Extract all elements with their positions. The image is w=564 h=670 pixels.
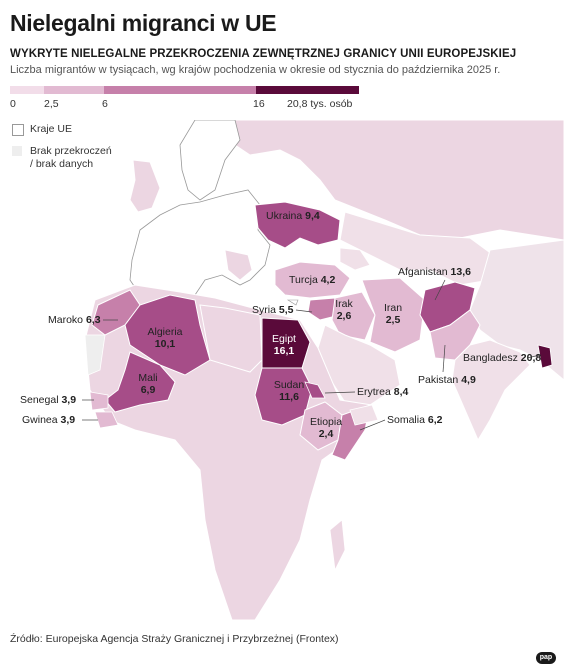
- turkey: [274, 261, 351, 299]
- scale-tick-4: 20,8 tys. osób: [287, 98, 353, 110]
- nodata-madagascar: [329, 519, 346, 572]
- label-sudan: Sudan 11,6: [273, 379, 305, 403]
- label-syria: Syria 5,5: [252, 304, 294, 316]
- page-subtitle: WYKRYTE NIELEGALNE PRZEKROCZENIA ZEWNĘTR…: [10, 48, 517, 60]
- label-irak: Irak 2,6: [335, 298, 353, 322]
- scale-segment-1: [10, 86, 44, 94]
- scale-tick-3: 16: [253, 98, 265, 110]
- legend-nodata-swatch: [12, 146, 22, 156]
- label-ukraina: Ukraina 9,4: [266, 210, 320, 222]
- senegal: [89, 391, 109, 411]
- cyprus: [286, 299, 299, 306]
- bangladesh: [537, 344, 553, 369]
- label-pakistan: Pakistan 4,9: [418, 374, 476, 386]
- iran: [361, 277, 426, 353]
- russia-region: [199, 120, 564, 241]
- scale-tick-1: 2,5: [44, 98, 59, 110]
- page-title: Nielegalni migranci w UE: [10, 10, 277, 36]
- label-gwinea: Gwinea 3,9: [22, 414, 76, 426]
- label-etiopia: Etiopia 2,4: [309, 416, 343, 440]
- scandinavia: [179, 120, 241, 201]
- scale-tick-0: 0: [10, 98, 16, 110]
- label-bangladesz: Bangladesz 20,8: [463, 352, 542, 364]
- caucasus: [339, 247, 371, 271]
- label-egipt: Egipt 16,1: [272, 333, 296, 357]
- label-senegal: Senegal 3,9: [20, 394, 77, 406]
- sudan: [254, 367, 313, 426]
- label-erytrea: Erytrea 8,4: [357, 386, 409, 398]
- nodata-western-sahara: [84, 334, 106, 376]
- label-afganistan: Afganistan 13,6: [398, 266, 471, 278]
- label-algieria: Algieria 10,1: [147, 326, 183, 350]
- label-turcja: Turcja 4,2: [289, 274, 336, 286]
- legend-nodata-label-2: / brak danych: [30, 158, 94, 170]
- scale-segment-2: [44, 86, 104, 94]
- label-iran: Iran 2,5: [383, 302, 403, 326]
- uk: [129, 159, 161, 213]
- mali: [104, 351, 176, 413]
- legend-nodata-label-1: Brak przekroczeń: [30, 145, 112, 157]
- scale-segment-3: [104, 86, 256, 94]
- egypt: [261, 317, 311, 369]
- balkans: [224, 249, 253, 281]
- central-asia-region: [339, 211, 501, 286]
- map: [84, 120, 564, 621]
- eritrea: [304, 381, 326, 399]
- algeria: [124, 294, 211, 376]
- ukraine: [254, 201, 341, 249]
- page-description: Liczba migrantów w tysiącach, wg krajów …: [10, 64, 501, 76]
- india: [451, 339, 531, 442]
- source-note: Źródło: Europejska Agencja Straży Granic…: [10, 633, 339, 645]
- scale-segment-4: [256, 86, 359, 94]
- legend-eu-swatch: [12, 124, 24, 136]
- label-mali: Mali 6,9: [138, 372, 158, 396]
- legend-eu-label: Kraje UE: [30, 123, 73, 135]
- guinea: [94, 411, 119, 429]
- label-maroko: Maroko 6,3: [48, 314, 101, 326]
- pap-logo: pap: [536, 652, 556, 664]
- label-somalia: Somalia 6,2: [387, 414, 443, 426]
- color-scale: [10, 86, 359, 94]
- scale-tick-2: 6: [102, 98, 108, 110]
- iraq: [331, 291, 376, 341]
